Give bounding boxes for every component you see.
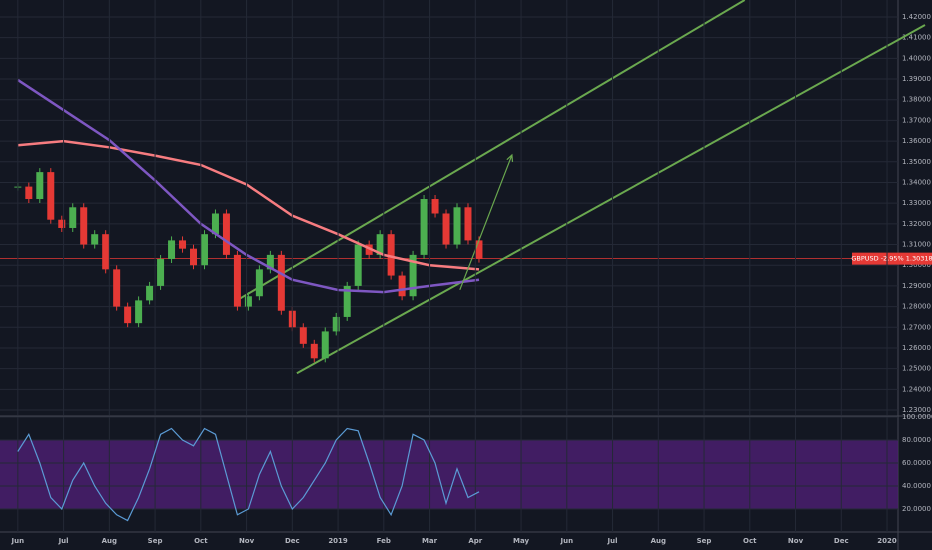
x-tick-label: Jul <box>607 537 618 545</box>
y-tick-label: 1.41000 <box>902 34 931 42</box>
x-tick-label: Nov <box>239 537 255 545</box>
candle <box>409 254 417 297</box>
candle <box>179 240 187 249</box>
y-tick-label: 1.37000 <box>902 116 931 124</box>
y-tick-label: 1.31000 <box>902 241 931 249</box>
candle <box>464 207 472 241</box>
y-tick-label: 1.40000 <box>902 54 931 62</box>
candle <box>266 254 274 270</box>
candle <box>299 327 307 344</box>
x-tick-label: Nov <box>788 537 804 545</box>
candle <box>332 316 340 332</box>
x-tick-label: Jul <box>58 537 69 545</box>
y-tick-label: 1.42000 <box>902 13 931 21</box>
y-tick-label: 1.32000 <box>902 220 931 228</box>
x-tick-label: Oct <box>743 537 757 545</box>
x-tick-label: 2019 <box>328 537 348 545</box>
candle <box>146 285 154 301</box>
last-price-badge <box>852 252 932 265</box>
candle <box>80 207 88 245</box>
candle <box>211 213 219 235</box>
candle <box>376 234 384 255</box>
y-tick-label: 20.0000 <box>902 505 931 513</box>
candle <box>453 207 461 245</box>
candle <box>135 300 143 324</box>
candle <box>420 199 428 255</box>
y-tick-label: 1.27000 <box>902 323 931 331</box>
channel-line <box>296 24 926 375</box>
candle <box>475 240 483 259</box>
x-tick-label: Feb <box>377 537 391 545</box>
y-tick-label: 100.0000 <box>902 413 932 421</box>
x-tick-label: Sep <box>697 537 712 545</box>
candle <box>310 343 318 359</box>
x-tick-label: 2020 <box>877 537 897 545</box>
candle <box>168 240 176 260</box>
candle <box>233 254 241 307</box>
candle <box>431 199 439 214</box>
forecast-arrow <box>459 154 513 291</box>
candle <box>25 186 33 200</box>
y-tick-label: 40.0000 <box>902 482 931 490</box>
candle <box>58 219 66 228</box>
candle <box>91 234 99 245</box>
y-tick-label: 1.39000 <box>902 75 931 83</box>
candle <box>36 172 44 200</box>
channel-line <box>237 0 746 301</box>
x-tick-label: Oct <box>194 537 208 545</box>
candle <box>387 234 395 276</box>
candle <box>124 306 132 324</box>
x-tick-label: Apr <box>468 537 482 545</box>
candle <box>190 248 198 266</box>
y-tick-label: 1.29000 <box>902 282 931 290</box>
y-tick-label: 1.23000 <box>902 406 931 414</box>
x-tick-label: Dec <box>834 537 849 545</box>
arrow-head <box>506 153 514 162</box>
candle <box>200 234 208 266</box>
candle <box>398 275 406 297</box>
y-tick-label: 1.24000 <box>902 385 931 393</box>
x-tick-label: Jun <box>11 537 25 545</box>
y-tick-label: 1.30000 <box>902 261 931 269</box>
candle <box>113 269 121 307</box>
last-price-label: GBPUSD -2.95% 1.30318 <box>851 255 932 263</box>
oscillator-band <box>0 440 898 509</box>
candle <box>343 285 351 317</box>
y-tick-label: 80.0000 <box>902 436 931 444</box>
candle <box>277 254 285 311</box>
y-tick-label: 1.38000 <box>902 96 931 104</box>
x-tick-label: Mar <box>422 537 438 545</box>
y-tick-label: 1.33000 <box>902 199 931 207</box>
candle <box>244 296 252 307</box>
candle <box>102 234 110 270</box>
candle <box>442 213 450 245</box>
candle <box>222 213 230 255</box>
candle <box>69 207 77 228</box>
candle <box>354 244 362 286</box>
y-tick-label: 60.0000 <box>902 459 931 467</box>
x-tick-label: Aug <box>102 537 117 545</box>
y-tick-label: 1.26000 <box>902 344 931 352</box>
y-tick-label: 1.36000 <box>902 137 931 145</box>
candle <box>321 331 329 359</box>
candle <box>47 172 55 220</box>
x-tick-label: Dec <box>285 537 300 545</box>
y-tick-label: 1.28000 <box>902 303 931 311</box>
x-tick-label: Sep <box>148 537 163 545</box>
x-tick-label: Jun <box>560 537 574 545</box>
candle <box>255 269 263 297</box>
oscillator-line <box>17 427 480 522</box>
x-tick-label: May <box>513 537 529 545</box>
candle <box>157 259 165 286</box>
x-tick-label: Aug <box>651 537 666 545</box>
y-tick-label: 1.25000 <box>902 365 931 373</box>
y-tick-label: 1.34000 <box>902 178 931 186</box>
candle <box>365 244 373 255</box>
y-tick-label: 1.35000 <box>902 158 931 166</box>
